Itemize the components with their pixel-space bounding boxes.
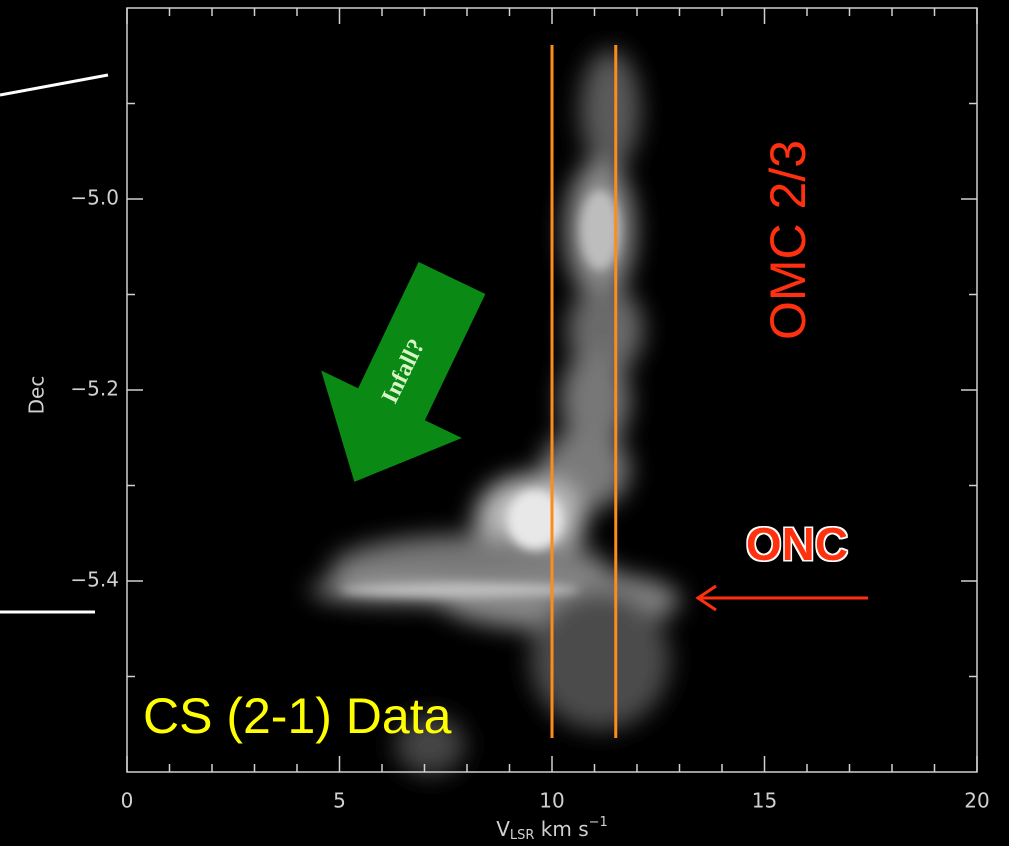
y-axis-label: Dec bbox=[25, 376, 49, 415]
x-label-sub: LSR bbox=[510, 828, 535, 843]
emission-core bbox=[340, 190, 620, 597]
x-tick-label: 5 bbox=[333, 789, 346, 813]
data-label: CS (2-1) Data bbox=[143, 688, 452, 744]
x-label-base: V bbox=[496, 817, 510, 841]
x-tick-label: 10 bbox=[539, 789, 564, 813]
x-tick-label: 0 bbox=[121, 789, 134, 813]
x-tick-label: 15 bbox=[752, 789, 777, 813]
y-tick-label: −5.2 bbox=[70, 377, 119, 401]
onc-label: ONC bbox=[746, 518, 848, 570]
y-tick-label: −5.0 bbox=[70, 186, 119, 210]
x-tick-label: 20 bbox=[964, 789, 989, 813]
x-label-sup: −1 bbox=[589, 815, 608, 830]
x-label-unit: km s bbox=[534, 817, 588, 841]
emission bbox=[310, 50, 680, 775]
onc-arrow bbox=[695, 584, 868, 612]
x-axis-label: VLSR km s−1 bbox=[496, 815, 608, 843]
infall-arrow bbox=[321, 262, 486, 482]
omc-label: OMC 2/3 bbox=[760, 140, 816, 340]
connector-line bbox=[0, 73, 109, 97]
y-tick-label: −5.4 bbox=[70, 568, 119, 592]
